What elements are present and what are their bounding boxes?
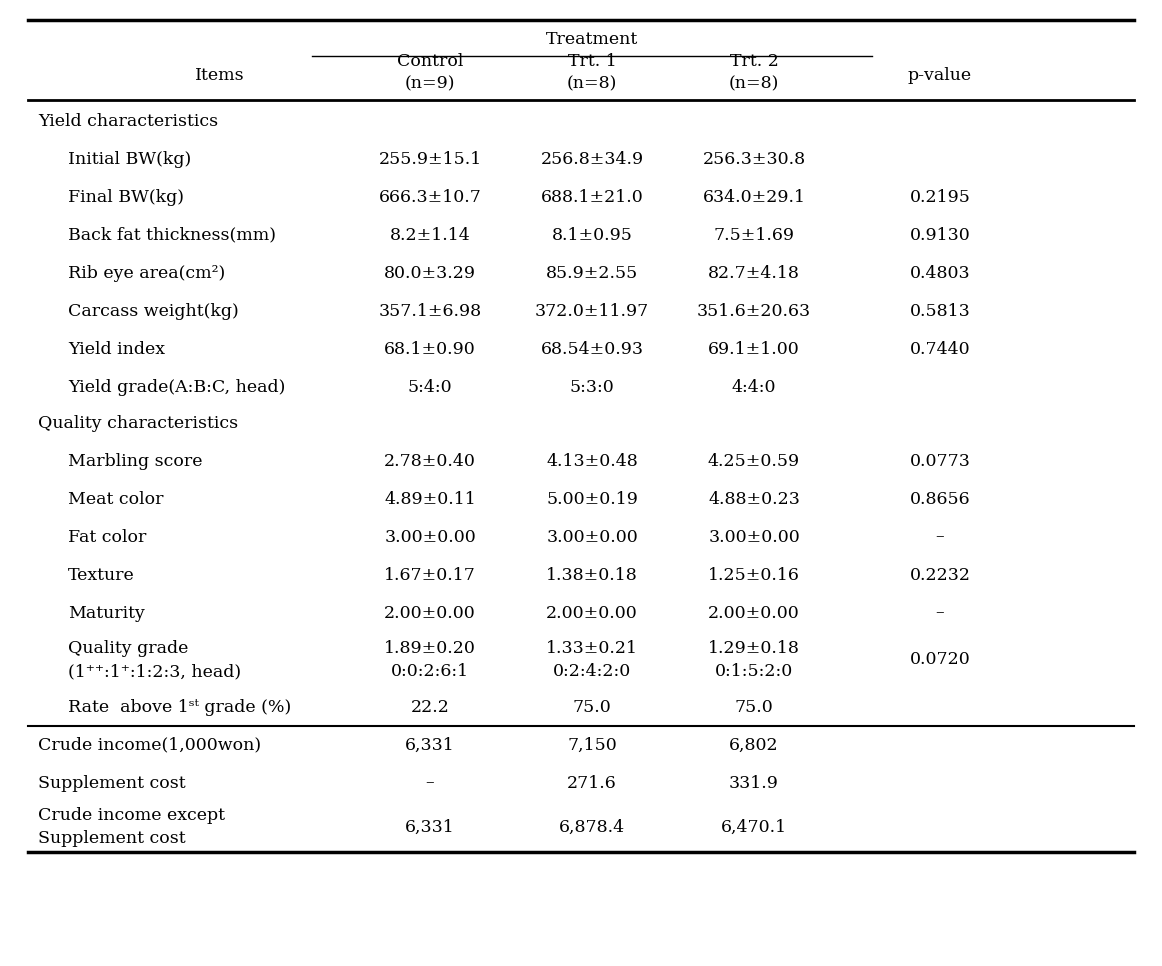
Text: Final BW(kg): Final BW(kg) (69, 188, 184, 206)
Text: –: – (935, 528, 945, 546)
Text: Maturity: Maturity (69, 605, 145, 621)
Text: Meat color: Meat color (69, 491, 164, 507)
Text: 4:4:0: 4:4:0 (732, 379, 776, 395)
Text: 6,802: 6,802 (730, 736, 779, 753)
Text: Fat color: Fat color (69, 528, 146, 546)
Text: 0.2195: 0.2195 (910, 188, 970, 206)
Text: Control
(n=9): Control (n=9) (396, 53, 464, 93)
Text: 2.00±0.00: 2.00±0.00 (385, 605, 476, 621)
Text: 75.0: 75.0 (734, 698, 774, 716)
Text: Trt. 1
(n=8): Trt. 1 (n=8) (567, 53, 617, 93)
Text: 666.3±10.7: 666.3±10.7 (379, 188, 481, 206)
Text: 68.54±0.93: 68.54±0.93 (540, 340, 644, 357)
Text: 256.8±34.9: 256.8±34.9 (540, 151, 644, 167)
Text: Crude income except
Supplement cost: Crude income except Supplement cost (38, 807, 225, 847)
Text: p-value: p-value (908, 68, 973, 84)
Text: Initial BW(kg): Initial BW(kg) (69, 151, 192, 167)
Text: 6,331: 6,331 (406, 736, 454, 753)
Text: Marbling score: Marbling score (69, 452, 202, 469)
Text: 372.0±11.97: 372.0±11.97 (535, 302, 650, 320)
Text: 255.9±15.1: 255.9±15.1 (379, 151, 481, 167)
Text: 4.88±0.23: 4.88±0.23 (708, 491, 799, 507)
Text: 6,470.1: 6,470.1 (720, 818, 787, 836)
Text: Quality grade
(1⁺⁺:1⁺:1:2:3, head): Quality grade (1⁺⁺:1⁺:1:2:3, head) (69, 639, 242, 680)
Text: 0.0773: 0.0773 (910, 452, 970, 469)
Text: 82.7±4.18: 82.7±4.18 (708, 265, 799, 281)
Text: Back fat thickness(mm): Back fat thickness(mm) (69, 226, 277, 243)
Text: 0.7440: 0.7440 (910, 340, 970, 357)
Text: Texture: Texture (69, 566, 135, 583)
Text: 0.4803: 0.4803 (910, 265, 970, 281)
Text: 80.0±3.29: 80.0±3.29 (383, 265, 476, 281)
Text: 0.2232: 0.2232 (910, 566, 970, 583)
Text: 1.25±0.16: 1.25±0.16 (708, 566, 799, 583)
Text: 69.1±1.00: 69.1±1.00 (708, 340, 799, 357)
Text: Rate  above 1ˢᵗ grade (%): Rate above 1ˢᵗ grade (%) (69, 698, 292, 716)
Text: Trt. 2
(n=8): Trt. 2 (n=8) (729, 53, 780, 93)
Text: 6,878.4: 6,878.4 (559, 818, 625, 836)
Text: –: – (425, 775, 435, 791)
Text: 5:3:0: 5:3:0 (569, 379, 615, 395)
Text: 3.00±0.00: 3.00±0.00 (385, 528, 476, 546)
Text: 357.1±6.98: 357.1±6.98 (379, 302, 481, 320)
Text: 351.6±20.63: 351.6±20.63 (697, 302, 811, 320)
Text: 1.33±0.21
0:2:4:2:0: 1.33±0.21 0:2:4:2:0 (546, 639, 638, 680)
Text: 1.29±0.18
0:1:5:2:0: 1.29±0.18 0:1:5:2:0 (708, 639, 799, 680)
Text: 2.00±0.00: 2.00±0.00 (708, 605, 799, 621)
Text: Treatment: Treatment (546, 32, 638, 48)
Text: 0.8656: 0.8656 (910, 491, 970, 507)
Text: Yield grade(A:B:C, head): Yield grade(A:B:C, head) (69, 379, 286, 395)
Text: Rib eye area(cm²): Rib eye area(cm²) (69, 265, 225, 281)
Text: Yield index: Yield index (69, 340, 165, 357)
Text: 0.5813: 0.5813 (910, 302, 970, 320)
Text: 8.1±0.95: 8.1±0.95 (552, 226, 632, 243)
Text: 4.13±0.48: 4.13±0.48 (546, 452, 638, 469)
Text: 75.0: 75.0 (573, 698, 611, 716)
Text: 1.67±0.17: 1.67±0.17 (385, 566, 476, 583)
Text: 4.25±0.59: 4.25±0.59 (708, 452, 801, 469)
Text: 4.89±0.11: 4.89±0.11 (385, 491, 476, 507)
Text: 68.1±0.90: 68.1±0.90 (385, 340, 476, 357)
Text: 3.00±0.00: 3.00±0.00 (708, 528, 799, 546)
Text: Crude income(1,000won): Crude income(1,000won) (38, 736, 261, 753)
Text: 331.9: 331.9 (729, 775, 779, 791)
Text: 22.2: 22.2 (410, 698, 450, 716)
Text: Items: Items (195, 68, 245, 84)
Text: 0.0720: 0.0720 (910, 651, 970, 668)
Text: 3.00±0.00: 3.00±0.00 (546, 528, 638, 546)
Text: 1.38±0.18: 1.38±0.18 (546, 566, 638, 583)
Text: 85.9±2.55: 85.9±2.55 (546, 265, 638, 281)
Text: 5.00±0.19: 5.00±0.19 (546, 491, 638, 507)
Text: 6,331: 6,331 (406, 818, 454, 836)
Text: Supplement cost: Supplement cost (38, 775, 186, 791)
Text: Quality characteristics: Quality characteristics (38, 415, 238, 433)
Text: 634.0±29.1: 634.0±29.1 (703, 188, 805, 206)
Text: 271.6: 271.6 (567, 775, 617, 791)
Text: 2.00±0.00: 2.00±0.00 (546, 605, 638, 621)
Text: 5:4:0: 5:4:0 (408, 379, 452, 395)
Text: 0.9130: 0.9130 (910, 226, 970, 243)
Text: 7,150: 7,150 (567, 736, 617, 753)
Text: Yield characteristics: Yield characteristics (38, 113, 218, 130)
Text: 256.3±30.8: 256.3±30.8 (703, 151, 805, 167)
Text: –: – (935, 605, 945, 621)
Text: 8.2±1.14: 8.2±1.14 (389, 226, 471, 243)
Text: 688.1±21.0: 688.1±21.0 (540, 188, 644, 206)
Text: 2.78±0.40: 2.78±0.40 (385, 452, 476, 469)
Text: Carcass weight(kg): Carcass weight(kg) (69, 302, 238, 320)
Text: 1.89±0.20
0:0:2:6:1: 1.89±0.20 0:0:2:6:1 (385, 639, 476, 680)
Text: 7.5±1.69: 7.5±1.69 (713, 226, 795, 243)
